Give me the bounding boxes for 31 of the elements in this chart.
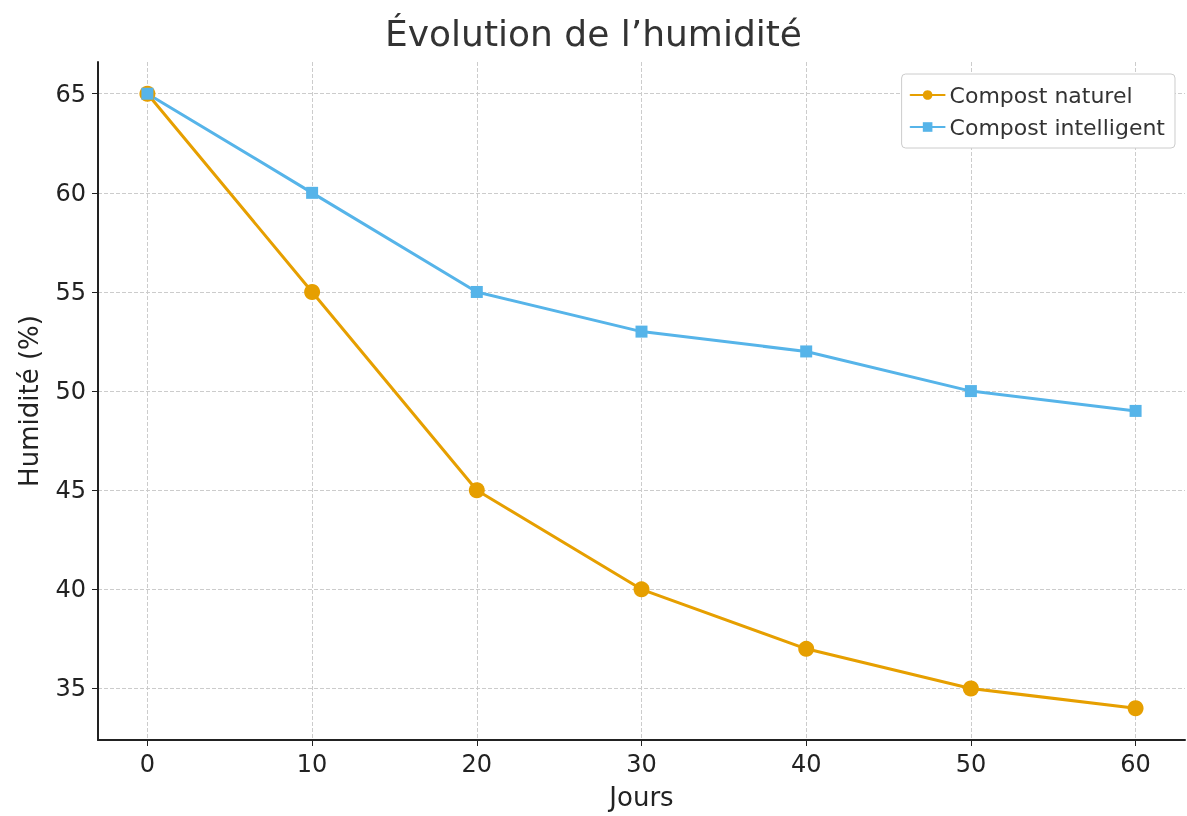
point [962,680,979,697]
x-tick-label: 40 [790,750,822,778]
x-tick-label: 10 [296,750,328,778]
x-tick-label: 60 [1120,750,1151,778]
point [1127,700,1144,717]
y-tick-label: 65 [55,79,86,108]
chart-title: Évolution de l’humidité [384,12,803,54]
x-tick-label: 20 [461,750,493,778]
x-axis-title: Jours [607,782,674,812]
y-axis-title: Humidité (%) [14,315,44,487]
x-tick-label: 50 [955,750,987,778]
y-tick-label: 55 [55,277,86,306]
point [1129,404,1142,417]
y-tick-label: 50 [55,377,86,406]
point [635,325,648,338]
point [468,482,485,499]
legend-label: Compost intelligent [949,114,1166,140]
point [304,283,321,300]
y-tick-label: 45 [55,476,86,505]
y-tick-label: 40 [55,575,86,604]
point [798,640,815,657]
y-tick-label: 35 [55,674,86,703]
y-tick-label: 60 [55,178,86,207]
point [633,581,650,598]
point [964,385,977,398]
x-tick-label: 30 [626,750,657,778]
x-tick-label: 0 [139,750,156,778]
point [470,285,483,298]
point [306,186,319,199]
point [800,345,813,358]
legend-label: Compost naturel [949,82,1133,108]
